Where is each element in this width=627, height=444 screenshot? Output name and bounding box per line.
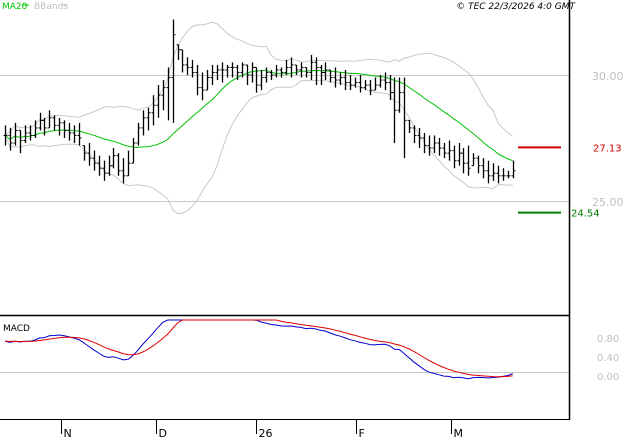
price-bars [3, 19, 516, 184]
x-axis-label: M [454, 427, 464, 440]
x-axis-label: F [359, 427, 365, 440]
copyright-text: © TEC 22/3/2026 4:0 GMT [456, 2, 576, 12]
x-axis-label: 26 [259, 427, 273, 440]
price-axis-label: 30.00 [592, 70, 624, 83]
reference-line-label: 24.54 [571, 209, 600, 220]
bollinger-bands [4, 21, 514, 215]
ma20-line [4, 69, 513, 162]
macd-axis-label: 0.00 [597, 372, 619, 383]
bband-upper-line [4, 21, 514, 137]
x-axis-ticks: N D 26 F M [61, 420, 464, 440]
ma20-path [4, 69, 513, 162]
legend-bbands-label: BBands [34, 2, 68, 12]
reference-line-label: 27.13 [593, 143, 622, 154]
macd-line [4, 319, 513, 380]
price-axis-label: 25.00 [592, 196, 624, 209]
x-axis-label: N [64, 427, 72, 440]
chart-header: MA20 BBands © TEC 22/3/2026 4:0 GMT [2, 2, 577, 12]
axes [0, 0, 571, 420]
legend-ma20-label: MA20 [2, 2, 28, 12]
macd-axis-label: 0.80 [597, 334, 619, 345]
x-axis-label: D [159, 427, 167, 440]
grid: 30.00 25.00 [0, 70, 624, 209]
macd-axis-label: 0.40 [597, 353, 619, 364]
reference-lines: 27.13 24.54 [518, 143, 622, 220]
macd-signal-line [4, 319, 513, 378]
macd-panel: MACD 0.80 0.40 0.00 [0, 319, 619, 383]
macd-title: MACD [3, 324, 30, 334]
bband-lower-line [4, 79, 513, 215]
